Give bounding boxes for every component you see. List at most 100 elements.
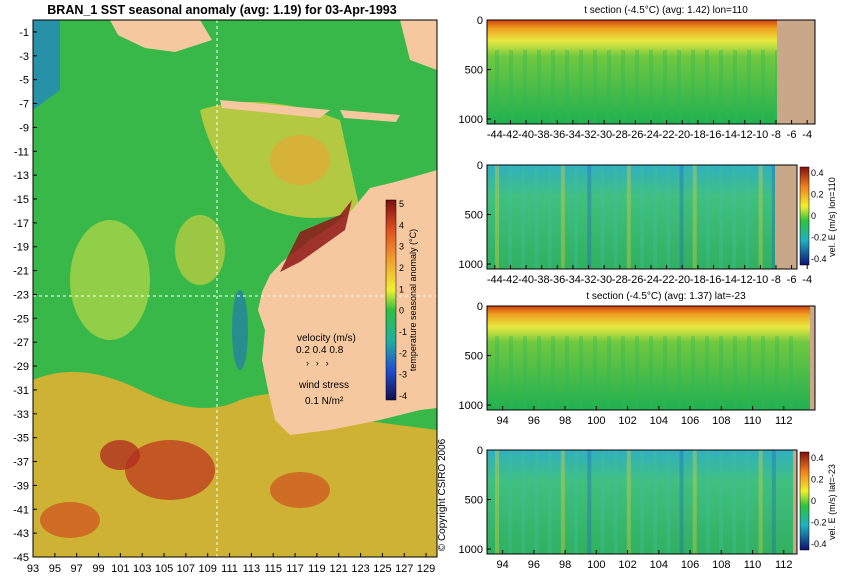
map-y-tick-label: -3 [19,51,29,63]
section-y-tick-label: 500 [465,210,483,222]
section-x-tick-label: -8 [771,274,781,286]
section-y-tick-label: 500 [465,495,483,507]
section-x-tick-label: -42 [502,274,518,286]
section-cbar-tick-label: -0.2 [811,518,827,528]
map-plot [32,19,438,558]
map-y-tick-label: -19 [13,242,29,254]
map-x-tick-label: 97 [71,563,83,575]
map-colorbar-label: temperature seasonal anomaly (°C) [408,229,418,371]
map-x-tick-label: 95 [49,563,61,575]
section-x-tick-label: -30 [596,129,612,141]
map-y-tick-label: -39 [13,480,29,492]
map-x-tick-label: 127 [395,563,413,575]
section-colorbar [799,166,810,266]
map-x-tick-label: 93 [27,563,39,575]
map-y-tick-label: -9 [19,122,29,134]
section-x-tick-label: -32 [581,129,597,141]
section-x-tick-label: 106 [681,559,699,571]
map-x-tick-label: 123 [351,563,369,575]
map-y-tick-label: -23 [13,289,29,301]
map-y-tick-label: -17 [13,218,29,230]
section-cbar-tick-label: 0.4 [811,453,824,463]
map-cbar-tick-label: 0 [399,306,404,316]
section-cbar-tick-label: 0.4 [811,168,824,178]
section-x-tick-label: -14 [721,129,737,141]
section-x-tick-label: 110 [744,559,762,571]
section-land [777,20,815,124]
section-x-tick-label: -24 [643,129,659,141]
section-land [810,306,815,410]
section-panel-4: 0 500 1000 94 96 98 100 102 104 106 108 110 112 0.4 0.… [459,445,837,571]
map-x-tick-label: 105 [155,563,173,575]
section-y-tick-label: 0 [477,15,483,27]
section-x-tick-label: -28 [612,274,628,286]
section-x-tick-label: -28 [612,129,628,141]
map-x-tick-label: 101 [111,563,129,575]
map-y-tick-label: -1 [19,27,29,39]
map-y-tick-label: -13 [13,170,29,182]
map-x-tick-label: 117 [286,563,304,575]
section-x-tick-label: 108 [712,559,730,571]
map-y-tick-label: -21 [13,266,29,278]
section-x-tick-label: 102 [618,415,636,427]
map-title: BRAN_1 SST seasonal anomaly (avg: 1.19) … [47,3,396,17]
section-x-tick-label: -36 [549,129,565,141]
map-x-tick-label: 115 [264,563,282,575]
section-x-tick-label: -40 [518,129,534,141]
section-x-tick-label: 96 [528,559,540,571]
section-panel-1: t section (-4.5°C) (avg: 1.42) lon=110 0 5… [459,5,816,141]
section-x-tick-label: -10 [752,129,768,141]
map-cbar-tick-label: 3 [399,242,404,252]
section-y-tick-label: 0 [477,301,483,313]
section-x-tick-label: 100 [587,415,605,427]
section-x-tick-label: -26 [627,274,643,286]
section-x-tick-label: -44 [487,274,503,286]
map-cbar-tick-label: -3 [399,370,407,380]
section-y-tick-label: 1000 [459,544,483,556]
section-x-tick-label: -20 [674,129,690,141]
section-x-tick-label: -26 [627,129,643,141]
map-x-tick-label: 119 [308,563,326,575]
map-y-tick-label: -15 [13,194,29,206]
section-panels: t section (-4.5°C) (avg: 1.42) lon=110 0 5… [459,5,837,571]
copyright-text: © Copyright CSIRO 2006 [437,438,448,551]
map-y-tick-label: -33 [13,409,29,421]
section-x-tick-label: -16 [706,274,722,286]
section-x-tick-label: 106 [681,415,699,427]
map-y-axis: -1 -3 -5 -7 -9 -11 -13 -15 -17 -19 -21 -23 -25 -27 -29… [13,27,37,564]
velocity-legend-label: velocity (m/s) [297,333,356,344]
map-x-tick-label: 111 [221,563,238,575]
map-cbar-tick-label: -1 [399,327,407,337]
section-x-tick-label: -6 [787,274,797,286]
section-x-tick-label: -38 [534,274,550,286]
section-x-tick-label: -32 [581,274,597,286]
section-x-tick-label: -42 [502,129,518,141]
section-x-tick-label: -30 [596,274,612,286]
section-cbar-tick-label: 0.2 [811,475,824,485]
section-x-tick-label: -38 [534,129,550,141]
section-x-tick-label: 94 [496,415,508,427]
section-x-tick-label: -14 [721,274,737,286]
section-x-tick-label: -12 [737,274,753,286]
section-colorbar [799,451,810,551]
section-y-tick-label: 1000 [459,259,483,271]
section-cbar-tick-label: -0.2 [811,233,827,243]
section-y-tick-label: 500 [465,351,483,363]
section-land [793,450,797,554]
section-x-tick-label: -12 [737,129,753,141]
map-y-tick-label: -31 [13,385,29,397]
map-cbar-tick-label: 1 [399,284,404,294]
section-x-tick-label: 104 [650,559,668,571]
section-x-tick-label: 94 [496,559,508,571]
section-x-tick-label: -36 [549,274,565,286]
map-cbar-tick-label: 4 [399,220,404,230]
section-x-tick-label: -4 [802,274,812,286]
section-x-tick-label: -22 [659,274,675,286]
section-colorbar-label: vel. E (m/s) lat=-23 [827,464,837,540]
map-x-tick-label: 121 [330,563,348,575]
map-y-tick-label: -45 [13,552,29,564]
map-y-tick-label: -35 [13,433,29,445]
section-y-tick-label: 1000 [459,114,483,126]
